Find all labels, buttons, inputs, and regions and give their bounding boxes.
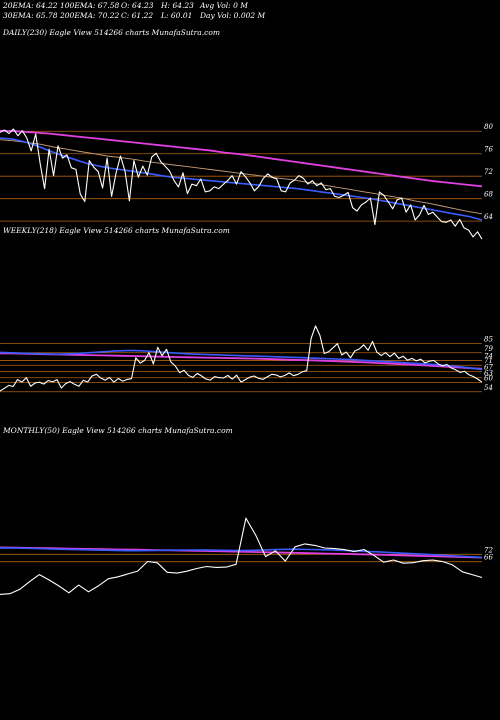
daily-y-tick: 76 — [484, 146, 493, 154]
monthly-ema-long-line — [0, 546, 483, 559]
daily-ema-mid-line — [0, 139, 483, 215]
weekly-ema-long-line — [0, 352, 483, 370]
daily-price-line — [0, 128, 483, 240]
monthly-y-tick: 66 — [484, 554, 493, 562]
daily-ema-short-line — [0, 137, 483, 221]
weekly-y-tick: 67 — [484, 363, 493, 371]
ema30-value: 30EMA: 65.78 — [3, 11, 58, 20]
high-value: H: 64.23 — [161, 1, 194, 10]
monthly-price-line — [0, 517, 483, 595]
weekly-y-tick: 63 — [484, 370, 493, 378]
open-value: O: 64.23 — [121, 1, 154, 10]
monthly-panel-title: MONTHLY(50) Eagle View 514266 charts Mun… — [3, 426, 233, 435]
monthly-y-tick: 72 — [484, 546, 493, 554]
daily-y-tick: 64 — [484, 213, 493, 221]
avg-volume-value: Avg Vol: 0 M — [200, 1, 248, 10]
day-volume-value: Day Vol: 0.002 M — [200, 11, 266, 20]
weekly-ema-short-line — [0, 349, 483, 371]
daily-ema-long-line — [0, 129, 483, 188]
weekly-y-tick: 60 — [484, 374, 493, 382]
daily-y-tick: 72 — [484, 168, 493, 176]
weekly-y-tick: 71 — [484, 357, 493, 365]
daily-y-tick: 80 — [484, 123, 493, 131]
monthly-ema-short-line — [0, 547, 483, 559]
daily-panel-title: DAILY(230) Eagle View 514266 charts Muna… — [3, 28, 220, 37]
weekly-panel-title: WEEKLY(218) Eagle View 514266 charts Mun… — [3, 226, 230, 235]
ema20-value: 20EMA: 64.22 — [3, 1, 58, 10]
ema200-value: 200EMA: 70.22 — [60, 11, 120, 20]
close-value: C: 61.22 — [121, 11, 154, 20]
weekly-y-tick: 85 — [484, 335, 493, 343]
weekly-y-tick: 74 — [484, 353, 493, 361]
weekly-y-tick: 54 — [484, 384, 493, 392]
weekly-y-tick: 79 — [484, 345, 493, 353]
low-value: L: 60.01 — [161, 11, 193, 20]
ema100-value: 100EMA: 67.58 — [60, 1, 120, 10]
daily-y-tick: 68 — [484, 191, 493, 199]
weekly-price-line — [0, 325, 483, 392]
